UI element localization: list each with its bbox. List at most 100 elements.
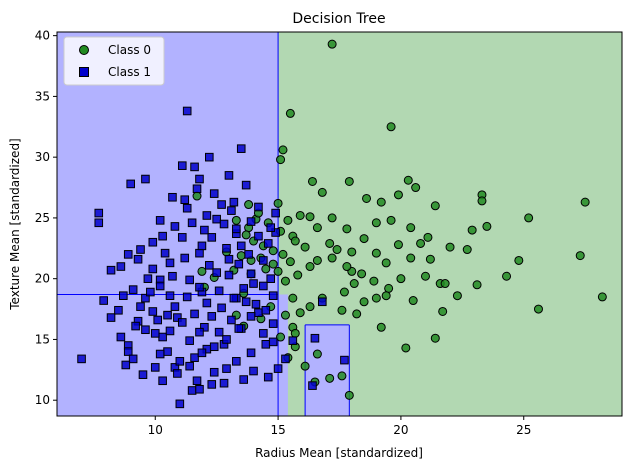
point-class-1 [116,262,126,271]
point-class-1 [229,293,239,303]
point-class-1 [173,313,182,322]
point-class-1 [138,370,148,379]
point-class-1 [197,241,207,251]
point-class-1 [214,286,224,296]
point-class-1 [190,353,199,362]
point-class-0 [401,343,411,353]
point-class-1 [212,214,221,224]
point-class-0 [371,293,381,303]
x-axis-ticks: 10 15 20 25 [148,416,531,437]
point-class-0 [482,221,492,231]
point-class-1 [165,258,175,268]
point-class-0 [332,245,342,255]
point-class-1 [263,239,273,248]
point-class-1 [254,202,263,212]
point-class-0 [268,259,278,269]
point-class-1 [263,372,273,382]
point-class-0 [280,310,290,320]
point-class-0 [524,213,534,223]
point-class-1 [202,298,212,308]
point-class-1 [141,293,150,303]
point-class-0 [293,270,303,280]
point-class-0 [384,283,394,293]
chart-title: Decision Tree [292,11,385,27]
point-class-0 [347,247,357,257]
point-class-0 [440,279,450,289]
point-class-0 [597,292,607,302]
point-class-0 [312,223,322,233]
point-class-0 [280,276,290,286]
point-class-1 [207,312,217,321]
y-axis-label: Texture Mean [standardized] [8,138,22,310]
point-class-1 [155,216,165,225]
point-class-1 [94,208,104,218]
point-class-1 [273,364,283,373]
point-class-0 [533,304,543,314]
point-class-1 [182,106,192,116]
point-class-0 [408,296,418,306]
point-class-1 [170,302,180,311]
point-class-1 [202,211,212,220]
point-class-1 [141,325,150,335]
point-class-1 [94,218,104,228]
point-class-1 [133,254,143,264]
point-class-0 [241,230,251,240]
point-class-1 [185,275,194,285]
point-class-0 [411,183,421,193]
point-class-0 [288,293,298,303]
x-tick-label: 25 [516,423,531,437]
point-class-0 [502,271,512,281]
point-class-1 [148,264,158,274]
point-class-0 [337,305,347,315]
point-class-1 [165,326,175,336]
decision-region-0 [57,32,279,416]
point-class-0 [580,197,590,207]
point-class-1 [173,369,182,378]
point-class-0 [425,254,435,264]
point-class-1 [106,265,116,275]
y-tick-label: 35 [35,89,50,103]
point-class-1 [209,367,219,377]
x-axis-label: Radius Mean [standardized] [255,446,423,460]
point-class-1 [168,271,177,281]
y-tick-label: 20 [35,272,50,286]
point-class-1 [177,318,187,327]
point-class-1 [148,307,158,316]
point-class-1 [254,308,263,318]
point-class-0 [416,238,426,248]
point-class-1 [266,223,276,232]
point-class-1 [281,354,290,364]
point-class-1 [153,315,163,325]
point-class-0 [325,373,335,383]
point-class-1 [197,348,207,358]
point-class-1 [227,315,236,325]
point-class-0 [317,187,327,197]
point-class-0 [386,122,396,132]
point-class-0 [290,236,300,246]
point-class-1 [268,337,278,347]
point-class-1 [170,222,180,231]
point-class-1 [219,219,229,229]
point-class-0 [352,309,362,319]
point-class-1 [143,274,153,283]
point-class-1 [261,305,271,315]
point-class-0 [430,333,440,343]
point-class-1 [141,174,150,184]
point-class-1 [268,319,278,328]
point-class-1 [195,248,204,258]
point-class-0 [420,271,430,281]
point-class-1 [236,241,246,251]
point-class-0 [381,291,391,301]
point-class-0 [197,266,207,276]
point-class-1 [217,200,226,209]
point-class-1 [259,329,268,338]
point-class-1 [227,206,236,215]
point-class-0 [295,308,305,318]
point-class-1 [177,161,187,170]
point-class-0 [236,251,246,261]
point-class-1 [168,192,177,202]
point-class-0 [371,248,381,258]
point-class-1 [246,217,256,226]
point-class-0 [285,108,295,118]
point-class-1 [195,327,204,337]
